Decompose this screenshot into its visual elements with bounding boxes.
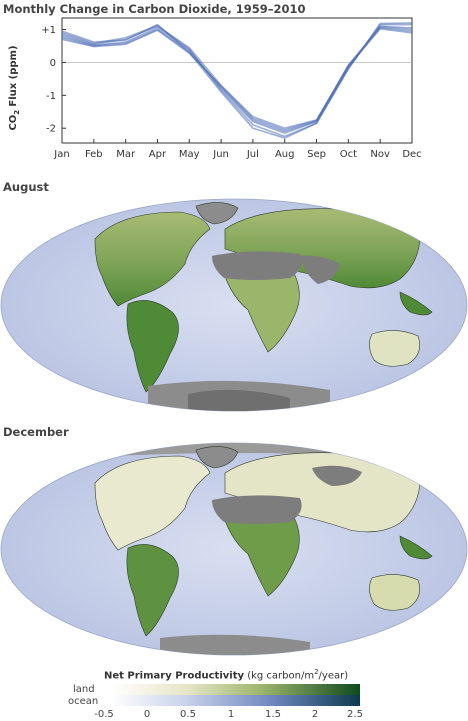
august-map-title: August — [3, 180, 49, 194]
x-tick-label: Jun — [212, 149, 229, 160]
north-america-landmass — [94, 211, 211, 307]
x-tick-label: Jul — [246, 149, 259, 160]
legend — [111, 684, 360, 706]
legend-tick: 0.5 — [180, 709, 196, 720]
legend-land-label: land — [73, 684, 95, 695]
sahara-desert — [212, 251, 302, 280]
central-asia-desert — [312, 465, 362, 486]
legend-tick: 1.5 — [265, 709, 281, 720]
co2-flux-chart: +1 0 -1 -2 Jan Feb Mar Apr May Jun Jul Aug Sep Oct No… — [8, 17, 422, 160]
x-axis-ticks: Jan Feb Mar Apr May Jun Jul Aug Sep Oct Nov Dec — [53, 139, 422, 160]
series-line-5 — [61, 28, 413, 131]
x-tick-label: Oct — [340, 149, 357, 160]
x-tick-label: Aug — [275, 149, 295, 160]
x-tick-label: Jan — [53, 149, 69, 160]
greenland-ice — [195, 202, 239, 225]
land-color-bar — [111, 684, 360, 695]
x-tick-label: Feb — [85, 149, 103, 160]
legend-title: Net Primary Productivity (kg carbon/m2/y… — [104, 668, 349, 682]
series-line-1 — [61, 25, 413, 134]
southeast-asia-landmass — [399, 291, 433, 316]
antarctica-ice — [160, 634, 310, 655]
australia-landmass — [369, 574, 420, 611]
december-map — [0, 442, 468, 656]
australia-landmass — [369, 330, 420, 367]
ocean-color-bar — [111, 695, 360, 706]
series-line-4 — [61, 22, 413, 139]
middle-east-desert — [300, 255, 340, 284]
southeast-asia-landmass — [399, 535, 433, 560]
august-map — [0, 198, 468, 412]
x-tick-label: May — [179, 149, 200, 160]
legend-ocean-label: ocean — [68, 696, 99, 707]
legend-tick: 2 — [311, 709, 319, 720]
chart-title: Monthly Change in Carbon Dioxide, 1959–2… — [3, 2, 306, 16]
x-tick-label: Mar — [116, 149, 136, 160]
y-tick-label: 0 — [50, 58, 56, 69]
sahara-desert — [212, 495, 302, 524]
y-tick-label: -1 — [46, 91, 56, 102]
legend-tick: -0.5 — [94, 709, 114, 720]
y-axis-ticks: +1 0 -1 -2 — [41, 25, 66, 135]
north-america-landmass — [94, 455, 211, 551]
south-america-landmass — [126, 544, 179, 637]
x-tick-label: Nov — [370, 149, 390, 160]
x-tick-label: Dec — [402, 149, 421, 160]
legend-tick: 2.5 — [347, 709, 363, 720]
december-map-title: December — [3, 425, 69, 439]
y-tick-label: -2 — [46, 124, 56, 135]
legend-tick: 0 — [143, 709, 151, 720]
plot-frame — [61, 17, 413, 144]
greenland-ice — [195, 446, 239, 469]
y-axis-label: CO2 Flux (ppm) — [8, 45, 21, 130]
series-line-3 — [61, 26, 413, 133]
x-tick-label: Sep — [307, 149, 326, 160]
x-tick-label: Apr — [149, 149, 167, 160]
y-tick-label: +1 — [41, 25, 56, 36]
south-america-landmass — [126, 300, 179, 393]
series-lines — [61, 22, 413, 139]
antarctica-shelf — [188, 389, 290, 411]
legend-tick: 1 — [227, 709, 235, 720]
